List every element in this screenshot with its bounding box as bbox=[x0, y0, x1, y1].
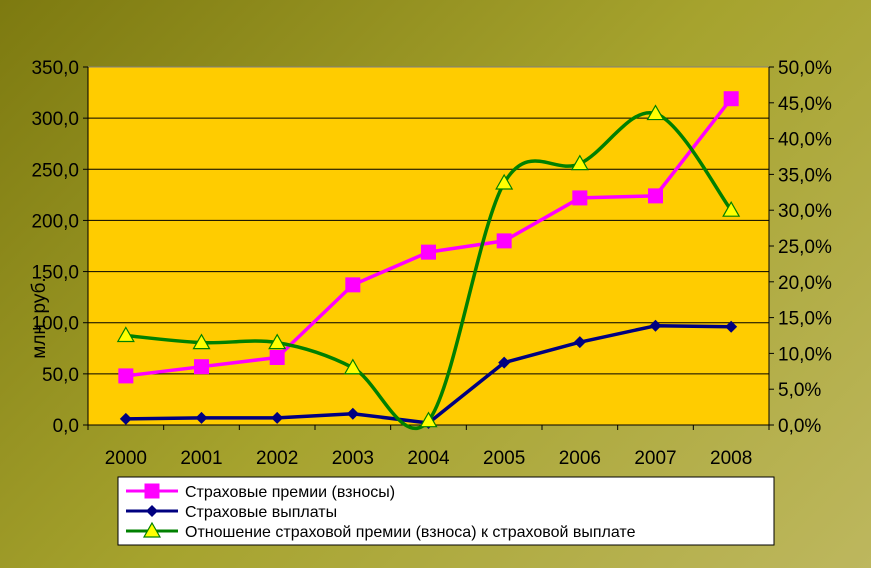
data-point bbox=[345, 277, 361, 293]
legend-swatch-marker bbox=[142, 521, 162, 538]
right-tick-label: 40,0% bbox=[778, 130, 832, 151]
data-point bbox=[346, 407, 359, 420]
data-point bbox=[722, 200, 741, 217]
y-axis-label: млн. руб. bbox=[29, 277, 50, 358]
right-tick-label: 0,0% bbox=[778, 416, 821, 437]
data-point bbox=[495, 173, 514, 190]
data-point bbox=[572, 190, 588, 206]
left-tick-label: 200,0 bbox=[31, 211, 79, 232]
left-tick-label: 0,0 bbox=[53, 416, 79, 437]
right-tick-label: 45,0% bbox=[778, 94, 832, 115]
data-point bbox=[195, 411, 208, 424]
legend-entry-label: Страховые премии (взносы) bbox=[185, 484, 395, 501]
legend-entry-0: Страховые премии (взносы) bbox=[126, 483, 395, 501]
data-point bbox=[192, 333, 211, 350]
legend-entry-label: Страховые выплаты bbox=[185, 504, 337, 521]
right-tick-label: 5,0% bbox=[778, 380, 821, 401]
data-point bbox=[570, 154, 589, 171]
right-tick-label: 10,0% bbox=[778, 344, 832, 365]
data-point bbox=[419, 411, 438, 428]
right-tick-label: 50,0% bbox=[778, 58, 832, 79]
data-point bbox=[194, 359, 209, 375]
x-tick-label: 2008 bbox=[710, 448, 752, 469]
left-tick-label: 300,0 bbox=[31, 109, 79, 130]
series-0 bbox=[118, 91, 739, 384]
right-axis-ticks: 0,0% 5,0% 10,0% 15,0% 20,0% 25,0% 30,0% 35,0% 40… bbox=[768, 58, 832, 437]
right-tick-label: 20,0% bbox=[778, 273, 832, 294]
x-tick-label: 2000 bbox=[105, 448, 147, 469]
data-point bbox=[496, 233, 512, 249]
legend-entry-1: Страховые выплаты bbox=[126, 504, 337, 521]
data-point bbox=[271, 411, 284, 424]
data-point bbox=[646, 104, 665, 121]
x-tick-label: 2002 bbox=[256, 448, 298, 469]
legend-box bbox=[117, 476, 775, 546]
data-point bbox=[119, 412, 132, 425]
data-point bbox=[343, 358, 362, 375]
data-point bbox=[498, 356, 511, 369]
left-tick-label: 250,0 bbox=[31, 160, 79, 181]
right-tick-label: 15,0% bbox=[778, 309, 832, 330]
left-tick-label: 100,0 bbox=[31, 314, 79, 335]
x-tick-label: 2003 bbox=[332, 448, 374, 469]
data-point bbox=[421, 244, 436, 260]
x-axis-ticks: 2000 2001 2002 2003 2004 2005 2006 2007 2008 bbox=[87, 424, 770, 469]
data-point bbox=[723, 91, 739, 107]
data-point bbox=[268, 333, 287, 350]
data-point bbox=[725, 320, 738, 333]
series-layer bbox=[116, 91, 741, 431]
x-tick-label: 2001 bbox=[180, 448, 222, 469]
x-tick-label: 2006 bbox=[559, 448, 601, 469]
left-tick-label: 50,0 bbox=[42, 365, 79, 386]
series-line bbox=[125, 110, 733, 431]
data-point bbox=[573, 336, 586, 349]
x-tick-label: 2005 bbox=[483, 448, 525, 469]
left-tick-label: 150,0 bbox=[31, 263, 79, 284]
data-point bbox=[118, 368, 134, 384]
data-point bbox=[269, 349, 285, 365]
right-tick-label: 30,0% bbox=[778, 201, 832, 222]
left-tick-label: 350,0 bbox=[31, 58, 79, 79]
data-point bbox=[648, 188, 663, 204]
right-tick-label: 25,0% bbox=[778, 237, 832, 258]
legend: Страховые премии (взносы) Страховые выпла… bbox=[117, 476, 775, 546]
x-tick-label: 2007 bbox=[634, 448, 676, 469]
right-tick-label: 35,0% bbox=[778, 165, 832, 186]
left-axis-ticks: 0,0 50,0 100,0 150,0 200,0 250,0 300,0 350,0 bbox=[31, 58, 89, 437]
legend-swatch-marker bbox=[146, 505, 158, 517]
data-point bbox=[649, 319, 662, 332]
data-point bbox=[116, 326, 135, 343]
legend-swatch-marker bbox=[144, 483, 160, 499]
legend-entry-label: Отношение страховой премии (взноса) к ст… bbox=[185, 524, 636, 541]
x-tick-label: 2004 bbox=[407, 448, 450, 469]
legend-entry-2: Отношение страховой премии (взноса) к ст… bbox=[126, 521, 636, 541]
series-2 bbox=[116, 104, 741, 431]
